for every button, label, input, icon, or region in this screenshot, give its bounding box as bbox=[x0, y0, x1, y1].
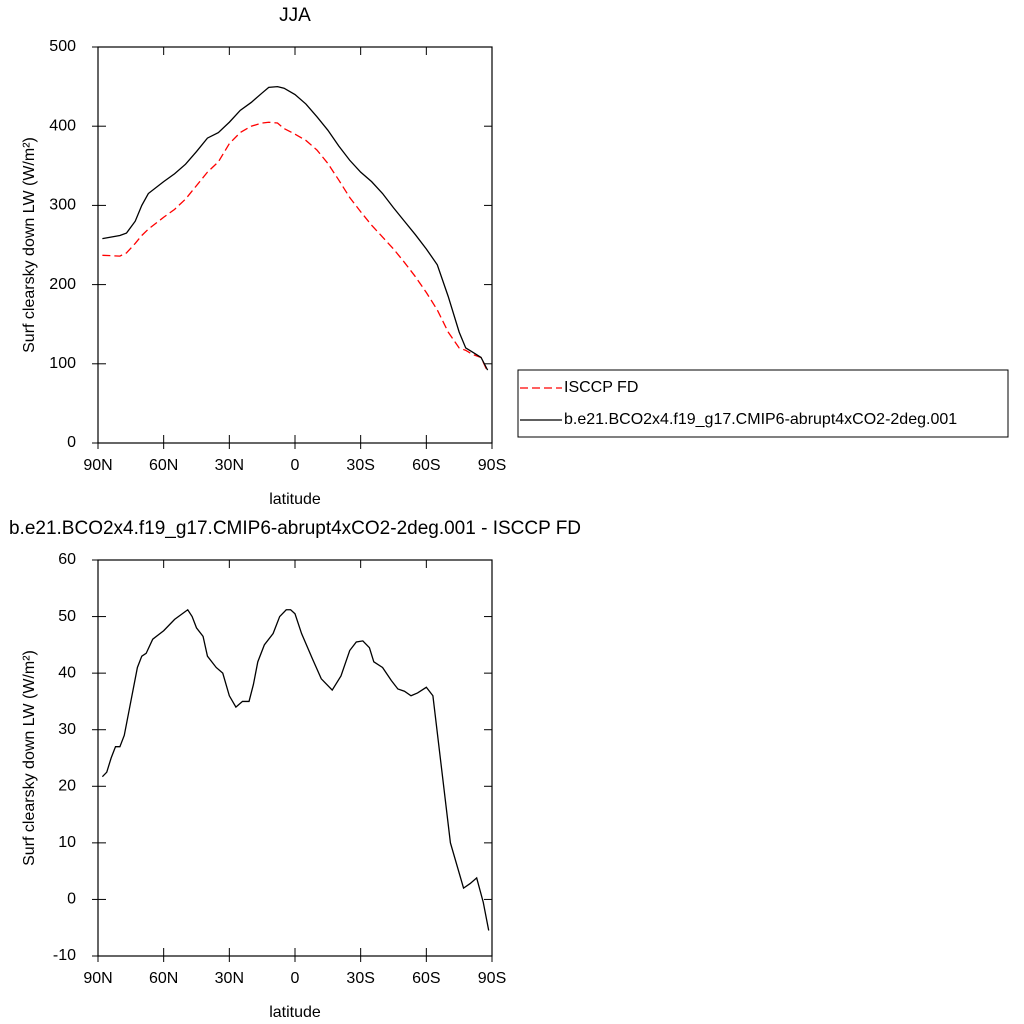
y-axis-label: Surf clearsky down LW (W/m²) bbox=[21, 650, 38, 866]
y-tick-label: 200 bbox=[49, 276, 76, 293]
legend-box bbox=[517, 369, 1009, 438]
x-tick-label: 90S bbox=[478, 970, 506, 987]
y-tick-label: 400 bbox=[49, 117, 76, 134]
x-tick-label: 30S bbox=[346, 970, 374, 987]
y-tick-label: 50 bbox=[58, 608, 76, 625]
y-tick-label: 300 bbox=[49, 197, 76, 214]
plot-frame bbox=[97, 46, 493, 444]
x-tick-label: 90S bbox=[478, 457, 506, 474]
x-tick-label: 60S bbox=[412, 970, 440, 987]
y-tick-label: 60 bbox=[58, 551, 76, 568]
x-axis-label: latitude bbox=[269, 1004, 321, 1021]
x-axis-label: latitude bbox=[269, 491, 321, 508]
x-tick-label: 60N bbox=[149, 457, 178, 474]
x-tick-label: 90N bbox=[83, 970, 112, 987]
x-tick-label: 90N bbox=[83, 457, 112, 474]
y-tick-label: 0 bbox=[67, 434, 76, 451]
x-tick-label: 60S bbox=[412, 457, 440, 474]
x-tick-label: 30N bbox=[215, 970, 244, 987]
y-tick-label: 10 bbox=[58, 834, 76, 851]
y-tick-label: -10 bbox=[53, 947, 76, 964]
chart-title: b.e21.BCO2x4.f19_g17.CMIP6-abrupt4xCO2-2… bbox=[9, 518, 581, 539]
y-tick-label: 40 bbox=[58, 664, 76, 681]
data-line bbox=[102, 85, 489, 371]
y-axis-label: Surf clearsky down LW (W/m²) bbox=[21, 137, 38, 353]
plot-frame bbox=[97, 559, 493, 957]
y-tick-label: 20 bbox=[58, 778, 76, 795]
y-tick-label: 100 bbox=[49, 355, 76, 372]
y-tick-label: 30 bbox=[58, 721, 76, 738]
x-tick-label: 0 bbox=[291, 457, 300, 474]
data-line bbox=[102, 121, 489, 372]
legend-label: b.e21.BCO2x4.f19_g17.CMIP6-abrupt4xCO2-2… bbox=[564, 411, 957, 428]
chart-title: JJA bbox=[279, 5, 311, 26]
data-line bbox=[101, 608, 490, 931]
x-tick-label: 0 bbox=[291, 970, 300, 987]
y-tick-label: 500 bbox=[49, 38, 76, 55]
x-tick-label: 30S bbox=[346, 457, 374, 474]
legend-label: ISCCP FD bbox=[564, 379, 638, 396]
x-tick-label: 60N bbox=[149, 970, 178, 987]
x-tick-label: 30N bbox=[215, 457, 244, 474]
y-tick-label: 0 bbox=[67, 891, 76, 908]
